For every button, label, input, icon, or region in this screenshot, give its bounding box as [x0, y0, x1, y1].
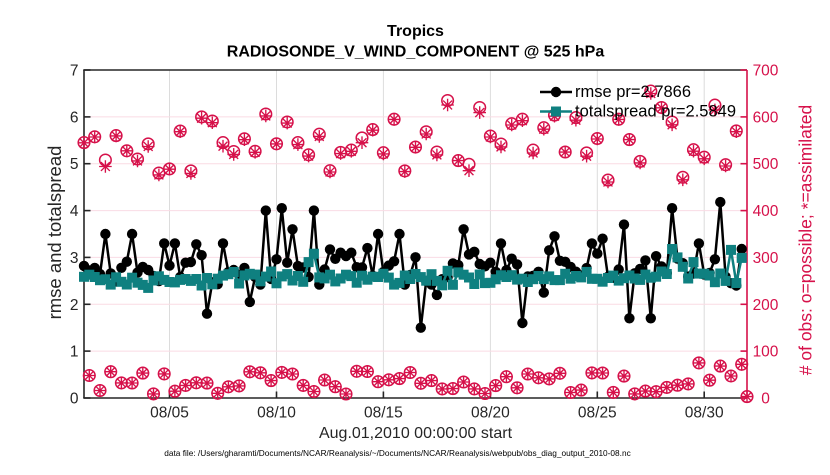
svg-text:08/25: 08/25	[578, 405, 617, 422]
svg-text:# of obs: o=possible; *=assimi: # of obs: o=possible; *=assimilated	[796, 105, 818, 375]
svg-text:Tropics: Tropics	[387, 23, 444, 40]
svg-text:700: 700	[753, 63, 779, 80]
svg-text:500: 500	[753, 156, 779, 173]
svg-text:2: 2	[70, 297, 79, 314]
svg-text:08/10: 08/10	[257, 405, 296, 422]
svg-text:rmse pr=2.7866: rmse pr=2.7866	[575, 83, 691, 101]
svg-text:08/05: 08/05	[150, 405, 189, 422]
svg-text:rmse and totalspread: rmse and totalspread	[44, 146, 65, 320]
svg-text:0: 0	[70, 391, 79, 408]
svg-text:300: 300	[753, 250, 779, 267]
svg-text:3: 3	[70, 250, 79, 267]
svg-text:600: 600	[753, 109, 779, 126]
svg-text:400: 400	[753, 203, 779, 220]
svg-text:6: 6	[70, 109, 79, 126]
svg-text:data file: /Users/gharamti/Doc: data file: /Users/gharamti/Documents/NCA…	[164, 448, 630, 458]
svg-text:totalspread pr=2.5849: totalspread pr=2.5849	[575, 103, 736, 121]
svg-text:4: 4	[70, 203, 79, 220]
svg-text:1: 1	[70, 344, 79, 361]
svg-text:100: 100	[753, 344, 779, 361]
svg-text:5: 5	[70, 156, 79, 173]
svg-text:200: 200	[753, 297, 779, 314]
svg-text:0: 0	[761, 391, 770, 408]
svg-text:RADIOSONDE_V_WIND_COMPONENT @: RADIOSONDE_V_WIND_COMPONENT @ 525 hPa	[227, 44, 605, 61]
svg-text:08/20: 08/20	[471, 405, 510, 422]
svg-text:08/30: 08/30	[685, 405, 724, 422]
svg-text:08/15: 08/15	[364, 405, 403, 422]
svg-text:Aug.01,2010 00:00:00 start: Aug.01,2010 00:00:00 start	[319, 425, 513, 442]
svg-text:7: 7	[70, 63, 79, 80]
